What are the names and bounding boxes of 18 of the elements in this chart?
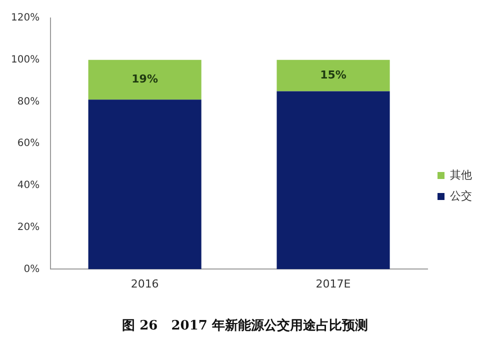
- y-tick-label: 40%: [17, 180, 40, 192]
- y-tick-label: 60%: [17, 138, 40, 150]
- bar: [88, 100, 202, 270]
- data-label: 19%: [132, 72, 158, 86]
- x-tick-label: 2017E: [316, 278, 351, 291]
- bar: [88, 60, 202, 100]
- y-tick-label: 120%: [10, 12, 40, 24]
- y-tick-label: 20%: [17, 222, 40, 233]
- x-tick-label: 2016: [130, 278, 159, 291]
- data-label: 15%: [320, 68, 346, 82]
- y-tick-label: 80%: [17, 96, 40, 108]
- y-tick-label: 100%: [10, 54, 40, 66]
- text: 图 26 2017 年新能源公交用途占比预测: [122, 318, 368, 334]
- bar: [276, 91, 390, 270]
- y-tick-label: 0%: [24, 264, 40, 275]
- legend-label: 其他: [450, 168, 472, 182]
- legend-label: 公交: [450, 189, 472, 202]
- bar: [276, 60, 390, 92]
